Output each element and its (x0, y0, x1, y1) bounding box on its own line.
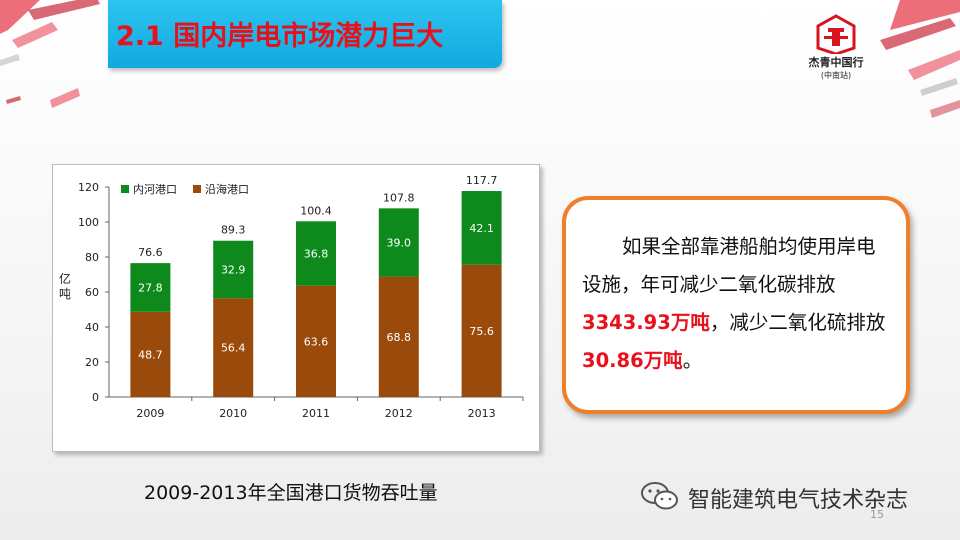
bar-inland (461, 191, 502, 265)
bar-total-label: 100.4 (300, 204, 332, 217)
x-tick-label: 2011 (302, 407, 330, 420)
logo-emblem-icon (816, 14, 856, 56)
chart-frame: 0 20 40 60 80 100 120 亿吨 48.7 27.8 76.6 2009 56.4 32.… (52, 164, 540, 452)
x-tick-label: 2012 (385, 407, 413, 420)
logo-sublabel: (中南站) (820, 71, 852, 80)
bar-inland (378, 208, 419, 277)
title-banner: 2.1 国内岸电市场潜力巨大 (108, 0, 502, 68)
x-tick-label: 2013 (468, 407, 496, 420)
y-axis-label-char: 亿 (59, 271, 71, 286)
y-tick-label: 60 (85, 286, 99, 299)
bar-label-inland: 36.8 (304, 248, 329, 261)
y-tick-label: 80 (85, 251, 99, 264)
bar-label-inland: 27.8 (138, 281, 163, 294)
bar-coastal (130, 311, 171, 397)
bar-label-coastal: 75.6 (469, 325, 494, 338)
bar-label-coastal: 68.8 (387, 331, 412, 344)
y-axis-label-char: 吨 (59, 287, 71, 301)
watermark-text: 智能建筑电气技术杂志 (688, 488, 909, 513)
legend-swatch (193, 185, 201, 193)
bar-coastal (378, 276, 419, 397)
bar-label-coastal: 48.7 (138, 348, 163, 361)
bar-coastal (213, 298, 254, 397)
callout-part2: ，减少二氧化硫排放 (709, 311, 886, 334)
x-tick-label: 2009 (136, 407, 164, 420)
page-number: 15 (870, 508, 884, 521)
y-tick-label: 40 (85, 321, 99, 334)
organization-logo: 杰青中国行 (中南站) (796, 14, 876, 84)
bar-label-inland: 32.9 (221, 264, 246, 277)
bar-inland (213, 240, 254, 299)
bar-total-label: 89.3 (221, 224, 246, 237)
bar-label-coastal: 63.6 (304, 335, 329, 348)
callout-value-co2: 3343.93万吨 (582, 311, 710, 334)
callout-text: 如果全部靠港船舶均使用岸电设施，年可减少二氧化碳排放 3343.93万吨，减少二氧… (582, 228, 892, 380)
stacked-bar-chart: 0 20 40 60 80 100 120 亿吨 48.7 27.8 76.6 2009 56.4 32.… (59, 174, 524, 420)
bar-coastal (296, 285, 336, 397)
page-title: 2.1 国内岸电市场潜力巨大 (116, 21, 444, 52)
logo-label: 杰青中国行 (808, 56, 864, 69)
callout-part1: 如果全部靠港船舶均使用岸电设施，年可减少二氧化碳排放 (582, 235, 876, 296)
chart-caption: 2009-2013年全国港口货物吞吐量 (144, 482, 438, 504)
bar-total-label: 76.6 (138, 246, 163, 259)
legend-label: 内河港口 (133, 182, 177, 196)
callout-value-so2: 30.86万吨 (582, 349, 683, 372)
bar-inland (296, 221, 336, 286)
bar-label-inland: 39.0 (387, 236, 412, 249)
bar-label-inland: 42.1 (469, 222, 494, 235)
decorative-streaks-right (880, 0, 960, 118)
callout-part3: 。 (682, 349, 703, 372)
bar-coastal (461, 264, 502, 397)
bar-label-coastal: 56.4 (221, 342, 246, 355)
legend-swatch (121, 185, 129, 193)
bar-inland (130, 263, 171, 312)
bar-total-label: 117.7 (466, 174, 498, 187)
x-tick-label: 2010 (219, 407, 247, 420)
wechat-icon (641, 482, 678, 510)
y-tick-label: 20 (85, 356, 99, 369)
y-tick-label: 0 (92, 391, 99, 404)
decorative-streaks-left (0, 0, 100, 108)
bar-total-label: 107.8 (383, 191, 415, 204)
callout-box: 如果全部靠港船舶均使用岸电设施，年可减少二氧化碳排放 3343.93万吨，减少二氧… (562, 196, 910, 414)
y-tick-label: 100 (78, 216, 99, 229)
y-tick-label: 120 (78, 181, 99, 194)
legend-label: 沿海港口 (205, 182, 249, 196)
